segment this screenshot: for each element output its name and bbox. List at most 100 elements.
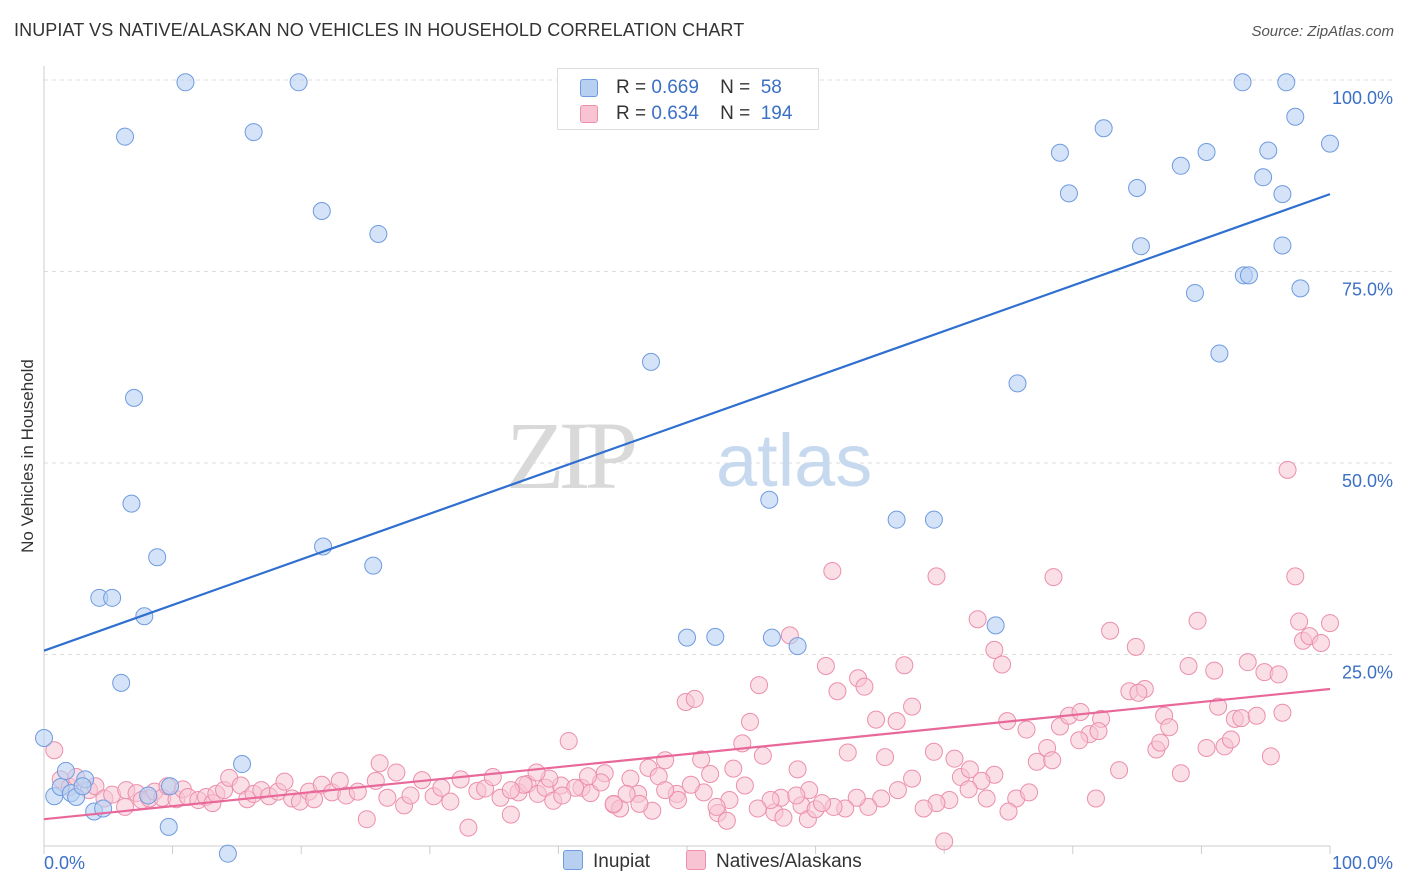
- data-point: [692, 750, 711, 769]
- data-point: [1321, 134, 1339, 153]
- data-point: [1286, 567, 1305, 586]
- data-point: [774, 808, 793, 827]
- grid-lines: [44, 79, 1392, 655]
- data-point: [1291, 279, 1310, 298]
- data-point: [1286, 107, 1305, 126]
- data-point: [656, 781, 675, 800]
- data-point: [527, 763, 546, 782]
- y-tick-label: 25.0%: [1342, 663, 1393, 683]
- data-point: [148, 548, 167, 567]
- data-point: [788, 637, 807, 656]
- data-point: [924, 510, 943, 529]
- data-point: [903, 697, 922, 716]
- natives-legend-label: Natives/Alaskans: [716, 851, 862, 872]
- legend-r-label: R =: [616, 103, 647, 124]
- data-point: [312, 201, 331, 220]
- data-point: [706, 627, 725, 646]
- bottom-legend-inupiat: Inupiat: [563, 850, 650, 873]
- data-point: [244, 123, 263, 142]
- data-point: [872, 789, 891, 808]
- legend-n-label: N =: [720, 103, 751, 124]
- data-point: [357, 810, 376, 829]
- data-point: [1008, 374, 1027, 393]
- data-point: [617, 784, 636, 803]
- data-point: [867, 710, 886, 729]
- data-point: [451, 770, 470, 789]
- data-point: [161, 777, 180, 796]
- data-point: [1254, 168, 1273, 187]
- data-point: [641, 352, 660, 371]
- data-point: [914, 799, 933, 818]
- data-point: [1128, 179, 1147, 198]
- data-point: [924, 742, 943, 761]
- data-point: [887, 712, 906, 731]
- data-point: [1311, 634, 1330, 653]
- watermark-atlas: atlas: [716, 419, 872, 502]
- legend-r-value: 0.634: [651, 103, 699, 124]
- data-point: [816, 656, 835, 675]
- y-tick-label: 100.0%: [1332, 88, 1393, 108]
- data-point: [176, 73, 195, 92]
- data-point: [741, 712, 760, 731]
- data-point: [1239, 266, 1258, 285]
- data-point: [233, 755, 252, 774]
- data-point: [116, 127, 135, 146]
- data-point: [35, 728, 53, 747]
- data-point: [103, 588, 122, 607]
- data-point: [112, 673, 131, 692]
- data-point: [1086, 789, 1105, 808]
- data-point: [1232, 709, 1251, 728]
- data-point: [887, 510, 906, 529]
- data-point: [387, 763, 406, 782]
- natives-trend-line: [43, 687, 1331, 821]
- data-point: [1171, 764, 1190, 783]
- natives-legend-swatch: [686, 850, 706, 870]
- axes: [43, 66, 1331, 854]
- correlation-legend: R = 0.669 N = 58 R = 0.634 N = 194: [557, 68, 819, 130]
- data-point: [159, 817, 178, 836]
- data-point: [1071, 702, 1090, 721]
- legend-r-value: 0.669: [651, 77, 699, 98]
- data-point: [139, 786, 158, 805]
- data-point: [370, 754, 389, 773]
- data-point: [1126, 637, 1145, 656]
- data-point: [1221, 730, 1240, 749]
- data-point: [678, 628, 696, 647]
- inupiat-swatch: [580, 79, 598, 97]
- legend-r-label: R =: [616, 77, 647, 98]
- data-point: [1020, 783, 1039, 802]
- data-point: [1094, 119, 1113, 138]
- data-point: [630, 794, 649, 813]
- data-point: [903, 769, 922, 788]
- data-point: [748, 799, 767, 818]
- y-tick-label: 50.0%: [1342, 471, 1393, 491]
- x-tick-label: 0.0%: [44, 853, 85, 873]
- data-point: [1233, 73, 1252, 92]
- data-point: [960, 760, 979, 779]
- data-point: [1210, 344, 1229, 363]
- data-point: [1101, 621, 1120, 640]
- data-point: [1188, 611, 1207, 630]
- data-point: [1238, 653, 1257, 672]
- data-point: [986, 616, 1005, 635]
- data-point: [1070, 731, 1089, 750]
- data-point: [753, 746, 772, 765]
- data-point: [378, 788, 397, 807]
- data-point: [1321, 614, 1339, 633]
- data-point: [701, 764, 720, 783]
- data-point: [823, 562, 842, 581]
- data-point: [724, 759, 743, 778]
- inupiat-legend-swatch: [563, 850, 583, 870]
- data-point: [1273, 236, 1292, 255]
- data-point: [604, 794, 623, 813]
- data-point: [1151, 733, 1170, 752]
- legend-n-label: N =: [720, 77, 751, 98]
- data-point: [717, 811, 736, 830]
- data-point: [999, 802, 1018, 821]
- data-point: [401, 786, 420, 805]
- data-point: [369, 224, 388, 243]
- data-point: [1017, 720, 1036, 739]
- inupiat-legend-label: Inupiat: [593, 851, 651, 872]
- data-point: [553, 786, 572, 805]
- data-point: [1050, 143, 1069, 162]
